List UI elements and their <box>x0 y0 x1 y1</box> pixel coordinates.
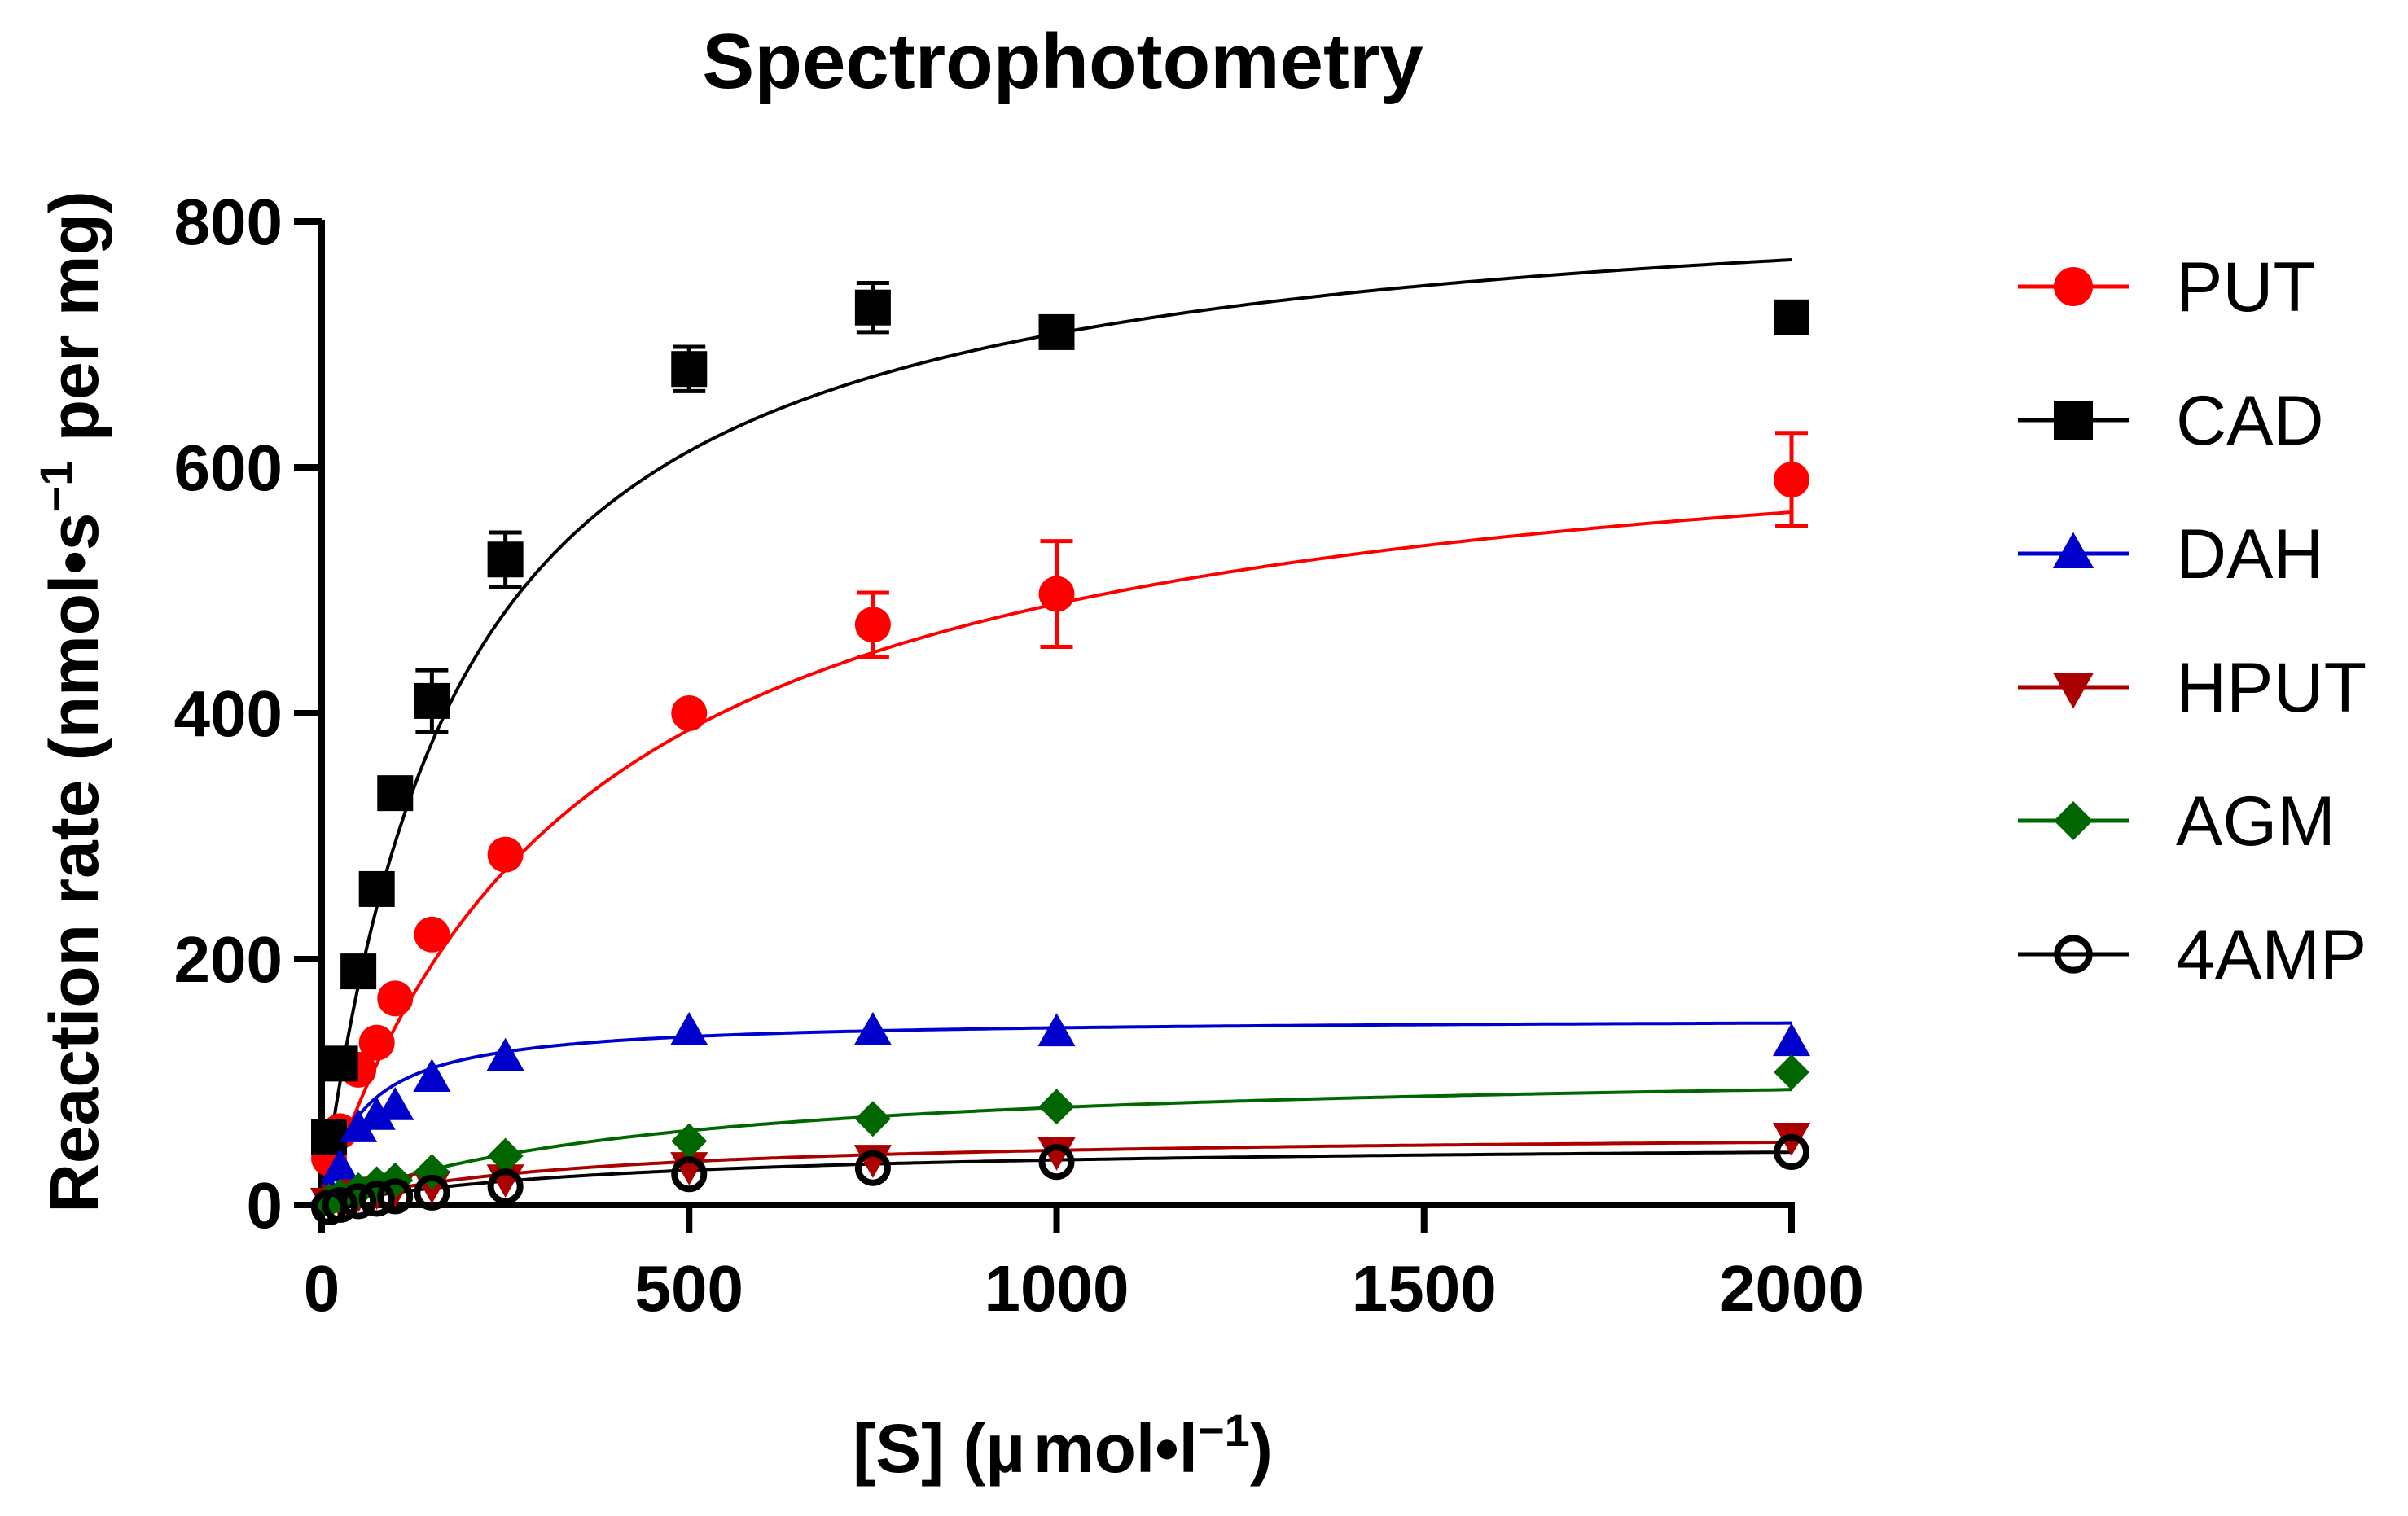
data-point <box>1038 1144 1075 1181</box>
legend-marker <box>2052 673 2094 709</box>
data-point <box>321 1148 359 1182</box>
legend-label: CAD <box>2176 382 2324 460</box>
data-point <box>854 1150 891 1186</box>
legend-item-agm: AGM <box>2018 782 2336 861</box>
x-tick-label: 2000 <box>1719 1252 1864 1325</box>
data-point <box>1038 1089 1075 1125</box>
data-point <box>1038 313 1075 350</box>
legend-item-put: PUT <box>2018 248 2316 326</box>
data-point <box>376 1087 414 1120</box>
y-tick-label: 800 <box>174 186 283 258</box>
data-point <box>357 1097 396 1130</box>
data-point <box>358 1024 395 1061</box>
legend-label: AGM <box>2176 782 2336 861</box>
data-point <box>671 351 708 388</box>
fit-curves <box>320 258 1792 1207</box>
fit-curve-dah <box>320 1021 1792 1206</box>
series-cad <box>311 281 1809 1155</box>
x-axis-label: [S] (µ mol•l−1) <box>853 1404 1273 1487</box>
x-tick-label: 1500 <box>1352 1252 1497 1325</box>
series-4amp <box>310 1134 1810 1226</box>
data-point <box>322 1045 358 1082</box>
data-point <box>1774 299 1809 335</box>
data-point <box>853 1011 892 1045</box>
fit-curve-4amp <box>321 1150 1792 1207</box>
data-point <box>487 541 524 578</box>
y-tick-label: 0 <box>247 1169 283 1242</box>
data-point <box>854 607 891 643</box>
data-point <box>854 1101 891 1137</box>
y-tick-label: 200 <box>174 923 283 996</box>
legend-item-cad: CAD <box>2018 382 2324 460</box>
legend-label: HPUT <box>2176 649 2366 727</box>
data-point <box>1037 1013 1076 1047</box>
series-put <box>311 431 1809 1176</box>
fit-curve-cad <box>320 258 1792 1206</box>
data-point <box>377 775 414 812</box>
chart-title: Spectrophotometry <box>702 18 1423 105</box>
data-point <box>414 1174 450 1211</box>
legend-marker <box>2054 801 2093 840</box>
legend-marker <box>2054 935 2093 974</box>
data-point <box>340 1183 377 1220</box>
data-point <box>340 1109 378 1142</box>
axes: 0 200 400 600 800 0 500 1000 1500 2000 <box>174 186 1864 1325</box>
legend-marker <box>2054 267 2093 306</box>
data-point <box>377 1178 414 1215</box>
data-point <box>670 1011 708 1045</box>
data-point <box>413 1058 451 1092</box>
x-tick-label: 500 <box>635 1252 743 1325</box>
legend-item-hput: HPUT <box>2018 649 2366 727</box>
legend-label: PUT <box>2176 248 2316 326</box>
data-point <box>414 916 450 953</box>
data-point <box>1772 1023 1811 1057</box>
data-point <box>414 682 450 719</box>
series-agm <box>311 1054 1809 1220</box>
data-point <box>487 836 524 873</box>
data-point <box>377 980 414 1017</box>
data-point <box>486 1037 524 1071</box>
legend-marker <box>2052 532 2094 568</box>
data-point <box>358 1181 395 1217</box>
data-point <box>854 289 891 326</box>
legend-item-4amp: 4AMP <box>2018 916 2366 994</box>
legend-marker <box>2054 401 2093 440</box>
data-point <box>1037 1137 1076 1171</box>
data-point <box>671 1123 708 1159</box>
data-point <box>311 1119 348 1155</box>
data-point <box>322 1186 358 1224</box>
x-tick-label: 1000 <box>985 1252 1129 1325</box>
data-point <box>671 695 708 731</box>
data-points <box>309 281 1811 1226</box>
data-point <box>487 1137 524 1174</box>
data-point <box>1774 462 1809 498</box>
data-point <box>671 1156 708 1193</box>
data-point <box>1038 576 1075 612</box>
legend-label: DAH <box>2176 515 2324 594</box>
data-point <box>487 1168 524 1205</box>
y-tick-label: 600 <box>174 432 283 504</box>
data-point <box>1773 1134 1810 1171</box>
legend: PUT CAD DAH HPUT AGM 4AMP <box>2018 248 2366 994</box>
legend-label: 4AMP <box>2176 916 2366 994</box>
y-axis-label: Reaction rate (nmol•s−1 per mg) <box>30 191 112 1213</box>
y-tick-label: 400 <box>174 677 283 750</box>
data-point <box>340 953 377 990</box>
data-point <box>1774 1054 1809 1090</box>
data-point <box>358 870 395 907</box>
x-tick-label: 0 <box>304 1252 340 1325</box>
legend-item-dah: DAH <box>2018 515 2324 594</box>
